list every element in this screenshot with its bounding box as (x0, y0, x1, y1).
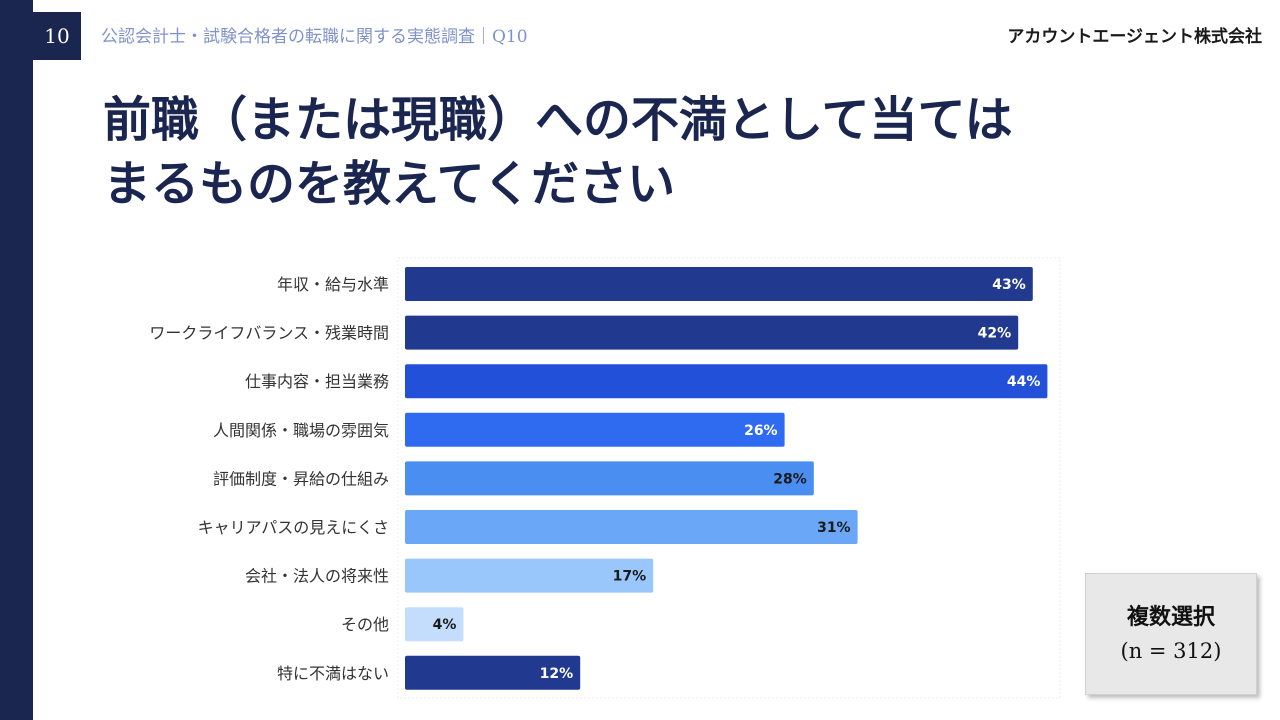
page-title-line2: まるものを教えてください (103, 156, 676, 212)
bar (405, 461, 814, 496)
bar (405, 655, 581, 690)
survey-title: 公認会計士・試験合格者の転職に関する実態調査｜Q10 (101, 27, 528, 47)
page-title: 前職（または現職）への不満として当ては まるものを教えてください (103, 88, 1163, 216)
category-label: 会社・法人の将来性 (245, 567, 389, 586)
page-title-line1: 前職（または現職）への不満として当ては (103, 92, 1013, 148)
bar (405, 510, 858, 544)
value-label: 28% (773, 471, 807, 487)
category-label: 評価制度・昇給の仕組み (213, 469, 389, 488)
note-sample-size: (n = 312) (1120, 639, 1222, 663)
category-label: 特に不満はない (277, 664, 389, 683)
bar (405, 267, 1033, 301)
company-name: アカウントエージェント株式会社 (1007, 27, 1262, 47)
value-label: 42% (978, 326, 1012, 342)
bar (405, 558, 654, 593)
value-label: 43% (992, 277, 1026, 293)
bar (405, 364, 1048, 399)
value-label: 4% (433, 617, 457, 633)
value-label: 31% (817, 520, 851, 536)
left-accent-bar (0, 0, 33, 720)
value-label: 44% (1007, 374, 1041, 390)
bar (405, 315, 1019, 350)
category-label: その他 (341, 615, 389, 634)
category-label: 年収・給与水準 (277, 275, 389, 294)
page-number: 10 (33, 12, 81, 60)
category-label: 仕事内容・担当業務 (245, 372, 389, 391)
value-label: 17% (613, 569, 647, 585)
chart-plot-frame (397, 257, 1061, 699)
category-label: キャリアパスの見えにくさ (198, 518, 389, 537)
value-label: 12% (540, 666, 574, 682)
value-label: 26% (744, 423, 778, 439)
note-selection-type: 複数選択 (1126, 604, 1215, 630)
bar (405, 412, 785, 447)
sample-note-box: 複数選択 (n = 312) (1085, 573, 1257, 695)
bar (405, 607, 464, 642)
category-label: 人間関係・職場の雰囲気 (213, 421, 389, 440)
category-label: ワークライフバランス・残業時間 (149, 324, 389, 343)
